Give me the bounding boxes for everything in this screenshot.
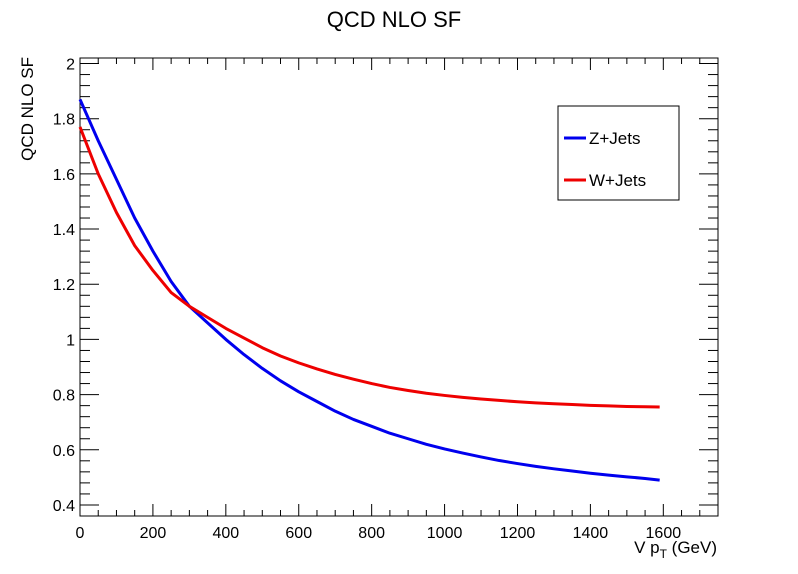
legend-box [557,105,680,201]
y-tick-label: 1.2 [53,277,75,294]
x-tick-label: 1600 [646,525,682,542]
x-tick-label: 1400 [573,525,609,542]
y-tick-label: 1 [66,332,75,349]
x-tick-label: 200 [140,525,167,542]
x-axis-label-unit: (GeV) [667,538,717,557]
y-axis-ticks [80,63,718,517]
series-line-w-jets [78,126,660,409]
x-tick-label: 600 [285,525,312,542]
legend-label-w-jets: W+Jets [589,171,646,190]
x-axis-tick-labels: 0 200 400 600 800 1000 1200 1400 1600 [76,525,682,542]
y-tick-label: 1.8 [53,112,75,129]
series-lines [78,98,660,482]
y-axis-tick-labels: 0.4 0.6 0.8 1 1.2 1.4 1.6 1.8 2 [53,57,75,515]
legend-label-z-jets: Z+Jets [589,129,641,148]
x-axis-label: V pT (GeV) [634,538,717,561]
y-tick-label: 0.8 [53,388,75,405]
y-tick-label: 1.4 [53,222,75,239]
y-tick-label: 2 [66,57,75,74]
plot-frame [79,57,719,517]
y-axis-label: QCD NLO SF [18,57,37,161]
x-axis-label-subscript: T [660,547,668,561]
y-tick-label: 1.6 [53,167,75,184]
chart-title: QCD NLO SF [327,7,461,32]
series-line-z-jets [78,98,660,482]
x-tick-label: 800 [358,525,385,542]
y-tick-label: 0.4 [53,498,75,515]
x-tick-label: 0 [76,525,85,542]
x-tick-label: 400 [212,525,239,542]
x-axis-label-main: V p [634,538,660,557]
x-axis-ticks [79,58,719,516]
x-tick-label: 1000 [427,525,463,542]
x-tick-label: 1200 [500,525,536,542]
y-tick-label: 0.6 [53,443,75,460]
